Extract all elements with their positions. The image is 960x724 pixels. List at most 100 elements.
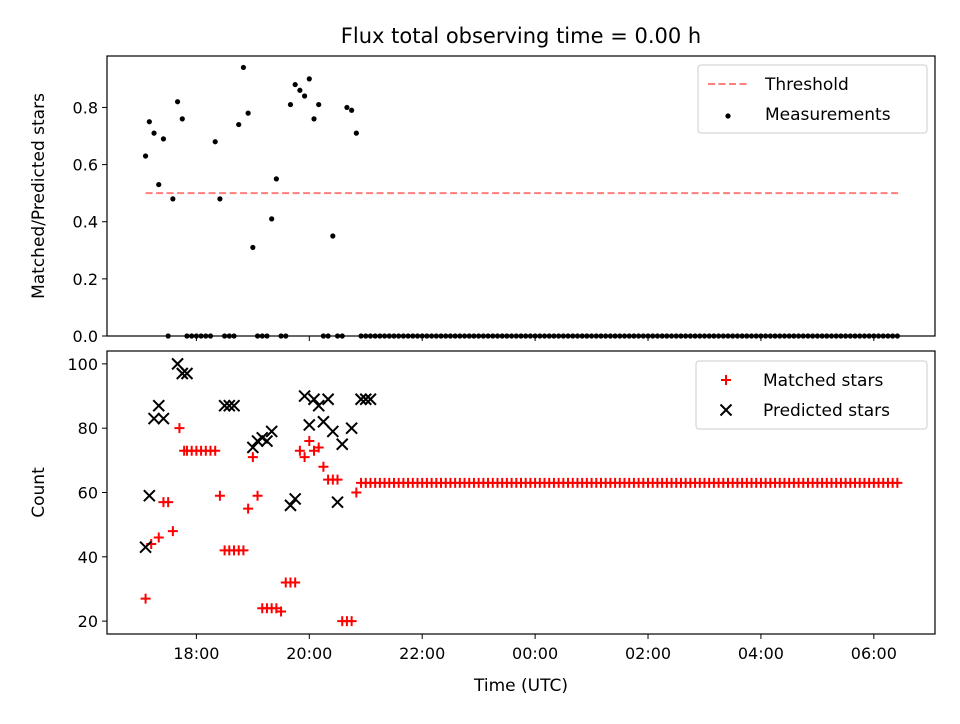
measurement-point [758,333,764,339]
measurement-point [245,110,251,116]
matched-star-point [163,497,174,508]
measurement-point [739,333,745,339]
measurement-point [795,333,802,339]
y-tick-label: 20 [78,612,98,631]
measurement-point [880,333,886,339]
measurement-point [631,333,637,339]
predicted-star-point [223,399,236,412]
predicted-star-point [218,399,231,412]
measurement-point [311,116,317,122]
measurement-point [297,87,303,93]
matched-star-point [304,436,315,447]
measurement-point [320,333,327,339]
measurement-point [264,333,270,339]
measurement-point [179,116,185,122]
measurement-point [508,333,515,339]
measurement-point [715,333,722,339]
legend-measurements-swatch [725,113,731,119]
measurement-point [532,333,538,339]
matched-star-point [346,616,357,627]
measurement-point [339,333,345,339]
predicted-star-point [298,389,311,403]
matched-star-point [290,577,301,588]
measurement-point [659,333,665,339]
measurement-point [499,333,505,339]
figure-title: Flux total observing time = 0.00 h [341,24,701,48]
measurement-point [720,333,726,339]
measurement-point [673,333,679,339]
measurement-point [730,333,736,339]
measurement-point [457,333,463,339]
predicted-star-point [152,399,165,412]
predicted-star-point [180,367,194,380]
measurement-point [424,333,430,339]
matched-star-point [238,545,249,556]
measurement-point [367,333,374,339]
measurement-point [861,333,868,339]
measurement-point [396,333,402,339]
predicted-star-point [331,495,344,509]
predicted-star-point [345,421,358,435]
measurement-point [513,333,519,339]
measurement-point [819,333,825,339]
measurement-point [146,119,152,125]
measurement-point [843,333,849,339]
measurement-point [753,333,759,339]
x-tick-label: 20:00 [286,644,332,663]
measurement-point [541,333,548,339]
measurement-point [570,333,576,339]
legend-frame [695,360,928,430]
measurement-point [603,333,609,339]
y-axis-label: Matched/Predicted stars [29,93,49,299]
measurement-point [697,333,703,339]
measurement-point [156,181,162,188]
legend-predicted-label: Predicted stars [763,401,890,421]
predicted-star-point [326,425,340,438]
predicted-star-point [317,415,330,428]
measurement-point [875,333,882,339]
legend-matched-swatch [721,375,731,385]
measurement-point [405,333,411,339]
measurement-point [433,333,439,339]
measurement-point [838,333,844,339]
measurement-point [805,333,811,339]
measurement-point [466,333,472,339]
measurement-point [447,333,454,339]
predicted-star-point [364,393,377,406]
measurement-point [711,333,717,339]
measurement-point [584,333,590,339]
measurement-point [871,333,877,339]
y-tick-label: 0.2 [73,270,98,289]
measurement-point [273,176,279,182]
measurement-point [556,333,562,339]
measurement-point [250,244,256,251]
matched-star-point [332,474,343,485]
measurement-point [452,333,458,339]
measurement-point [857,333,863,339]
measurement-point [706,333,712,339]
measurement-point [701,333,708,339]
predicted-star-point [336,438,349,451]
measurement-point [574,333,581,339]
predicted-star-point [288,492,302,506]
predicted-star-point [139,540,152,554]
measurement-point [254,333,261,339]
y-tick-label: 100 [67,355,98,374]
measurement-point [160,136,167,142]
matched-star-point [252,490,263,501]
x-tick-label: 06:00 [851,644,897,663]
matched-star-point [318,461,329,472]
measurement-point [344,104,350,111]
measurement-point [518,333,524,339]
measurement-point [767,333,773,339]
legend: Matched stars Predicted stars [695,360,928,430]
legend-frame [697,64,928,134]
measurement-point [617,333,623,339]
measurement-point [391,333,397,339]
predicted-star-point [147,412,161,425]
predicted-star-point [176,367,189,380]
y-tick-label: 0.8 [73,98,98,117]
predicted-star-point [227,399,241,412]
measurement-point [791,333,797,339]
predicted-star-point [260,434,274,448]
